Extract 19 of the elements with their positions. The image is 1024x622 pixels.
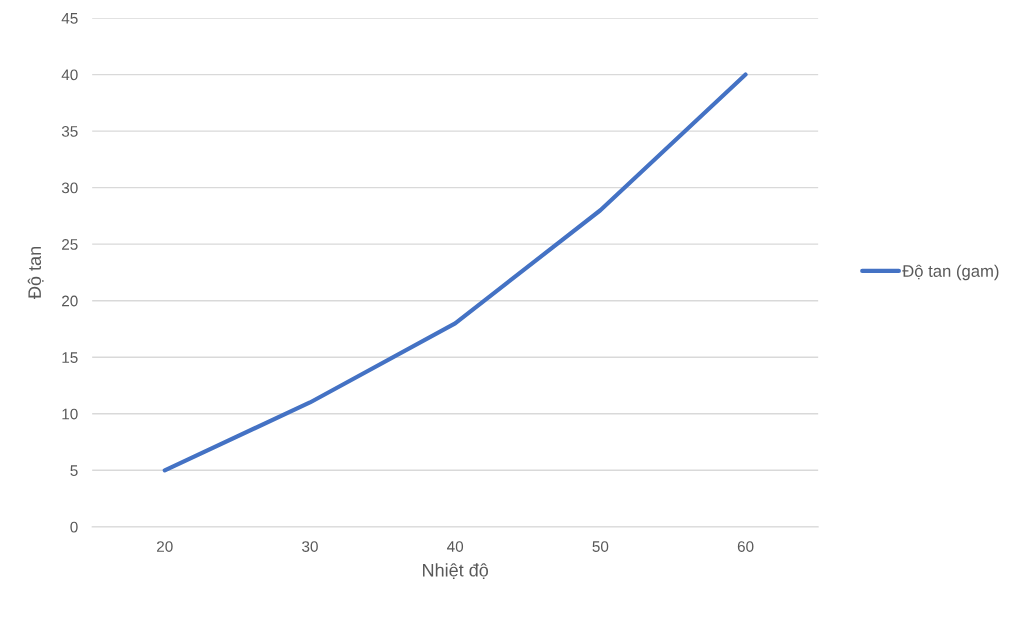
legend-label: Độ tan (gam) xyxy=(902,264,999,281)
y-tick-label: 45 xyxy=(61,13,78,24)
y-axis-title: Độ tan xyxy=(27,247,44,299)
x-tick-label: 20 xyxy=(157,541,173,552)
y-tick-label: 5 xyxy=(70,465,78,476)
y-tick-label: 40 xyxy=(61,69,78,81)
x-tick-label: 40 xyxy=(447,541,464,552)
x-tick-label: 30 xyxy=(302,541,318,552)
y-tick-label: 30 xyxy=(61,182,78,194)
y-tick-label: 15 xyxy=(62,352,78,363)
y-tick-label: 10 xyxy=(62,408,78,420)
y-tick-label: 20 xyxy=(62,295,78,307)
x-tick-label: 50 xyxy=(592,541,609,552)
line-series xyxy=(162,72,748,473)
y-tick-label: 25 xyxy=(62,239,78,250)
y-tick-label: 0 xyxy=(70,521,78,533)
y-tick-label: 35 xyxy=(61,125,78,137)
x-tick-label: 60 xyxy=(737,541,754,552)
x-axis-title: Nhiệt độ xyxy=(423,563,489,580)
